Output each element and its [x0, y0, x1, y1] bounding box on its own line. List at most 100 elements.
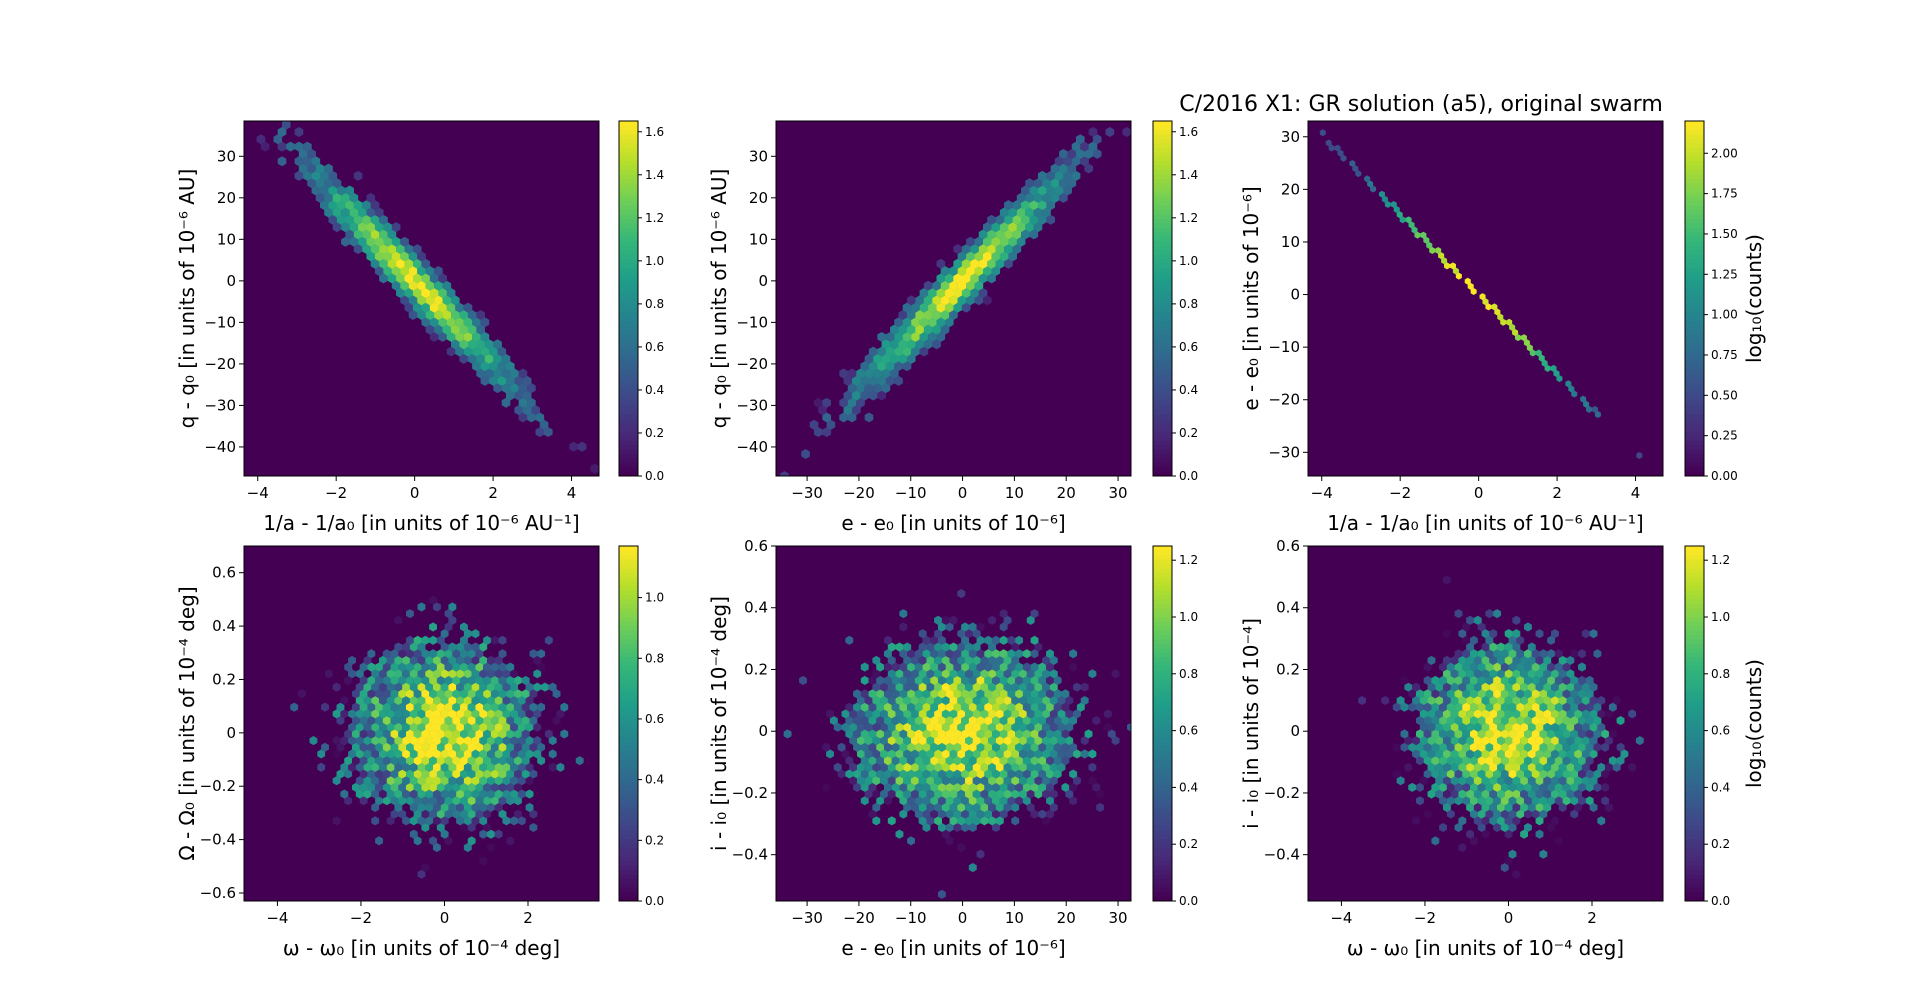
hex-cell	[371, 802, 380, 812]
hex-cell	[467, 353, 477, 364]
hex-cell	[1049, 802, 1058, 812]
hex-cell	[919, 317, 929, 328]
hex-cell	[378, 655, 387, 665]
hex-cell	[1049, 736, 1058, 746]
hex-cell	[895, 682, 904, 692]
hex-cell	[448, 642, 457, 652]
x-tick-label: 10	[1005, 909, 1024, 927]
hex-cell	[822, 742, 831, 752]
hex-cell	[864, 695, 873, 706]
hex-cell	[405, 635, 414, 645]
hex-cell	[1554, 702, 1563, 712]
hex-cell	[1003, 655, 1012, 665]
hex-cell	[1446, 809, 1455, 819]
hex-cell	[1597, 709, 1606, 719]
colorbar-segment	[1685, 244, 1704, 250]
hex-cell	[918, 816, 927, 826]
hex-cell	[1520, 709, 1529, 719]
colorbar-segment	[1153, 749, 1172, 755]
hex-cell	[1500, 702, 1509, 712]
hex-cell	[926, 802, 935, 812]
y-tick-label: 0.4	[1276, 599, 1300, 617]
hex-cell	[386, 722, 395, 732]
colorbar-tick-label: 0.2	[1179, 837, 1198, 851]
hex-cell	[1469, 689, 1478, 699]
hex-cell	[992, 729, 1000, 739]
hex-cell	[1500, 662, 1509, 672]
hex-cell	[349, 222, 359, 233]
hex-cell	[1065, 722, 1074, 732]
hex-cell	[1053, 742, 1062, 752]
hex-cell	[459, 324, 469, 335]
hex-cell	[899, 662, 908, 672]
hex-cell	[1539, 769, 1548, 779]
hex-cell	[1049, 709, 1058, 719]
hex-cell	[1442, 762, 1451, 772]
hex-cell	[860, 662, 869, 672]
hex-cell	[456, 682, 465, 692]
hex-cell	[1473, 722, 1482, 732]
colorbar-segment	[1153, 156, 1172, 162]
hex-cell	[922, 675, 931, 685]
hex-cell	[1007, 662, 1016, 672]
hex-cell	[1473, 776, 1482, 786]
hex-cell	[1030, 609, 1039, 619]
hex-cell	[1574, 736, 1583, 746]
hex-cell	[968, 769, 977, 779]
hex-cell	[1384, 200, 1391, 208]
hex-cell	[1473, 669, 1482, 679]
colorbar-segment	[1685, 231, 1704, 237]
y-tick-label: −0.2	[200, 777, 236, 795]
colorbar-segment	[1685, 794, 1704, 800]
hex-cell	[945, 782, 954, 792]
hex-cell	[1442, 789, 1451, 799]
hex-cell	[934, 709, 942, 719]
hex-cell	[1466, 682, 1474, 692]
hex-cell	[868, 716, 877, 726]
hex-cell	[899, 756, 908, 766]
colorbar-segment	[619, 338, 638, 344]
hex-cell	[1520, 722, 1529, 732]
hex-cell	[502, 776, 511, 786]
hex-cell	[1435, 682, 1444, 692]
hex-cell	[521, 675, 530, 685]
hex-cell	[1034, 709, 1043, 719]
hex-cell	[444, 769, 453, 779]
hex-cell	[961, 689, 970, 699]
hex-cell	[498, 809, 507, 819]
hex-cell	[1583, 400, 1590, 408]
hex-cell	[1057, 736, 1066, 746]
hex-cell	[433, 762, 441, 772]
hex-cell	[409, 722, 418, 732]
hex-cell	[1500, 863, 1509, 873]
hex-cell	[1080, 736, 1089, 746]
hex-cell	[1500, 729, 1509, 739]
hex-cell	[467, 324, 477, 335]
hex-cell	[506, 836, 515, 846]
hex-cell	[487, 709, 495, 719]
colorbar-segment	[1685, 860, 1704, 866]
y-tick-label: 0.6	[212, 564, 236, 582]
hex-cell	[1500, 769, 1509, 779]
hex-cell	[1497, 722, 1505, 732]
hex-cell	[918, 749, 927, 759]
hex-cell	[918, 709, 927, 719]
hex-cell	[1026, 776, 1035, 786]
colorbar-segment	[1153, 740, 1172, 746]
colorbar-tick-label: 0.00	[1711, 469, 1738, 483]
hex-cell	[891, 729, 900, 739]
hex-cell	[1504, 802, 1513, 812]
hex-cell	[864, 709, 873, 719]
hex-cell	[895, 695, 904, 706]
hex-cell	[1458, 816, 1467, 826]
hex-cell	[980, 709, 989, 719]
hex-cell	[999, 689, 1008, 699]
hex-cell	[417, 602, 426, 612]
colorbar-segment	[619, 311, 638, 317]
x-tick-label: −10	[895, 484, 927, 502]
hex-cell	[404, 302, 414, 313]
hex-cell	[885, 375, 895, 386]
hex-cell	[999, 222, 1009, 233]
hex-cell	[1381, 195, 1388, 203]
hex-cell	[984, 649, 993, 659]
